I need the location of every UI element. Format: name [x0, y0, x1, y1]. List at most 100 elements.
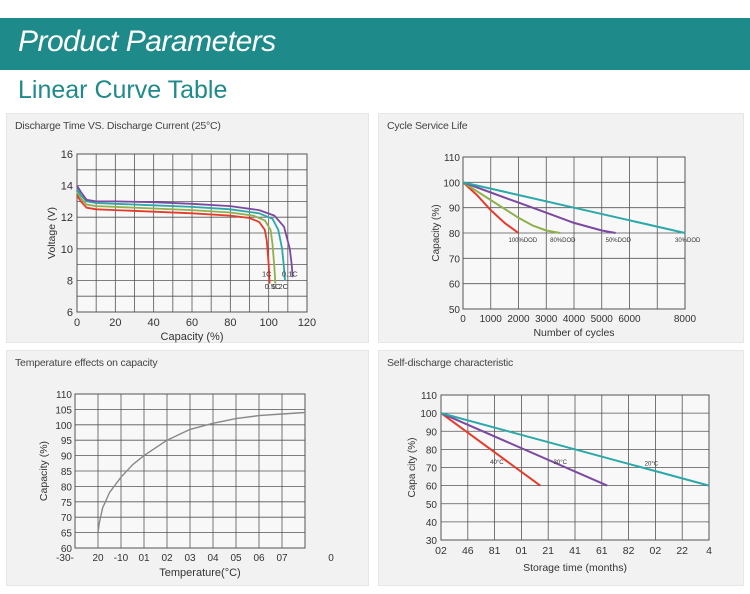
- y-tick-label: 8: [67, 275, 73, 287]
- chart-title: Self-discharge characteristic: [387, 357, 514, 369]
- x-tick-label: 04: [207, 553, 219, 564]
- y-tick-label: 60: [449, 280, 461, 291]
- x-tick-label: 80: [224, 317, 236, 329]
- x-tick-label: 01: [138, 553, 150, 564]
- x-tick-label: 21: [542, 545, 554, 557]
- x-axis-label: Capacity (%): [161, 331, 224, 343]
- y-tick-label: 30: [426, 536, 438, 547]
- section-subtitle: Linear Curve Table: [18, 76, 228, 104]
- series-label: 0.1C: [282, 269, 298, 278]
- y-tick-label: 80: [61, 482, 73, 493]
- y-tick-label: 100: [55, 421, 72, 432]
- x-axis-label: Storage time (months): [523, 562, 627, 574]
- x-tick-label: 120: [298, 317, 316, 329]
- y-tick-label: 40: [426, 518, 438, 529]
- y-tick-label: 6: [67, 307, 73, 319]
- y-tick-label: 75: [61, 498, 73, 509]
- x-tick-label: 22: [676, 545, 688, 557]
- series-label: 80%DOD: [550, 238, 576, 244]
- header-banner: Product Parameters: [0, 18, 750, 70]
- x-tick-label: 02: [650, 545, 662, 557]
- series-label: 1C: [262, 269, 272, 278]
- discharge-chart: 0 20 40 60 80 100 120 6 8 10 12 14 16 Capacity (%) Vol…: [46, 149, 316, 343]
- x-axis-label: Number of cycles: [533, 327, 614, 339]
- cycle-life-chart-panel: Cycle Service Life 0 1000 2000 3000 4000 5000…: [378, 113, 744, 343]
- y-tick-label: 65: [61, 529, 73, 540]
- x-tick-label: 0: [328, 553, 334, 564]
- y-tick-label: 90: [61, 452, 73, 463]
- y-tick-label: 105: [55, 405, 72, 416]
- series-label: 0.2C: [272, 282, 288, 291]
- y-tick-label: 50: [426, 500, 438, 511]
- x-tick-label: 06: [253, 553, 265, 564]
- page-title: Product Parameters: [18, 25, 276, 58]
- x-tick-label: 41: [569, 545, 581, 557]
- series-line: [76, 194, 271, 284]
- y-tick-label: 95: [61, 436, 73, 447]
- x-tick-label: 4000: [563, 314, 586, 325]
- x-tick-label: 4: [706, 545, 712, 557]
- y-tick-label: 100: [420, 409, 437, 420]
- x-tick-label: -30-: [56, 553, 74, 564]
- x-tick-label: 1000: [480, 314, 503, 325]
- y-tick-label: 90: [449, 204, 461, 215]
- chart-title: Temperature effects on capacity: [15, 357, 158, 369]
- series-label: 30°C: [554, 460, 568, 466]
- x-tick-label: 82: [623, 545, 635, 557]
- y-axis-label: Voltage (V): [46, 207, 58, 259]
- y-tick-label: 110: [444, 153, 460, 164]
- y-tick-label: 14: [61, 181, 73, 193]
- x-tick-label: 3000: [535, 314, 558, 325]
- x-tick-label: 100: [259, 317, 277, 329]
- y-tick-label: 110: [56, 390, 72, 401]
- y-tick-label: 70: [61, 513, 73, 524]
- series-line: [76, 191, 277, 284]
- y-tick-label: 85: [61, 467, 73, 478]
- self-discharge-chart-panel: Self-discharge characteristic 02 46 81 01 21…: [378, 350, 744, 586]
- temperature-chart: -30- 20 -10 01 02 03 04 05 06 07 0 60 65 70 75 80 85 90 95…: [38, 390, 334, 579]
- series-line: [462, 181, 616, 234]
- y-tick-label: 70: [449, 254, 461, 265]
- y-tick-label: 60: [61, 544, 73, 555]
- series-line: [97, 411, 306, 533]
- y-axis-label: Capa city (%): [407, 437, 418, 497]
- x-axis-label: Temperature(°C): [159, 567, 240, 579]
- series-label: 20°C: [645, 462, 659, 468]
- series-line: [462, 181, 561, 234]
- discharge-chart-panel: Discharge Time VS. Discharge Current (25…: [6, 113, 369, 343]
- cycle-life-chart: 0 1000 2000 3000 4000 5000 6000 8000 50 60 70 80 90 1…: [431, 153, 701, 339]
- x-tick-label: -10: [114, 553, 129, 564]
- x-tick-label: 81: [489, 545, 501, 557]
- x-tick-label: 03: [184, 553, 196, 564]
- temperature-chart-panel: Temperature effects on capacity -30- 20 -1…: [6, 350, 369, 586]
- y-tick-label: 12: [61, 212, 73, 224]
- x-tick-label: 07: [276, 553, 288, 564]
- x-tick-label: 40: [148, 317, 160, 329]
- y-tick-label: 80: [449, 229, 461, 240]
- x-tick-label: 05: [230, 553, 242, 564]
- x-tick-label: 20: [109, 317, 121, 329]
- x-tick-label: 61: [596, 545, 608, 557]
- x-tick-label: 46: [462, 545, 474, 557]
- x-tick-label: 01: [516, 545, 528, 557]
- x-tick-label: 8000: [674, 314, 697, 325]
- x-tick-label: 6000: [618, 314, 641, 325]
- series-line: [440, 412, 710, 487]
- y-tick-label: 50: [449, 305, 461, 316]
- y-tick-label: 16: [61, 149, 73, 161]
- y-tick-label: 110: [421, 391, 437, 402]
- chart-title: Discharge Time VS. Discharge Current (25…: [15, 120, 221, 132]
- series-label: 100%DOD: [509, 238, 538, 244]
- x-tick-label: 0: [460, 314, 466, 325]
- y-tick-label: 70: [426, 464, 438, 475]
- y-axis-label: Capacity (%): [431, 204, 442, 261]
- y-tick-label: 100: [443, 178, 460, 189]
- series-line: [462, 181, 686, 234]
- x-tick-label: 0: [74, 317, 80, 329]
- x-tick-label: 02: [161, 553, 173, 564]
- y-tick-label: 90: [426, 427, 438, 438]
- x-tick-label: 20: [92, 553, 104, 564]
- x-tick-label: 60: [186, 317, 198, 329]
- x-tick-label: 02: [435, 545, 447, 557]
- chart-title: Cycle Service Life: [387, 120, 468, 132]
